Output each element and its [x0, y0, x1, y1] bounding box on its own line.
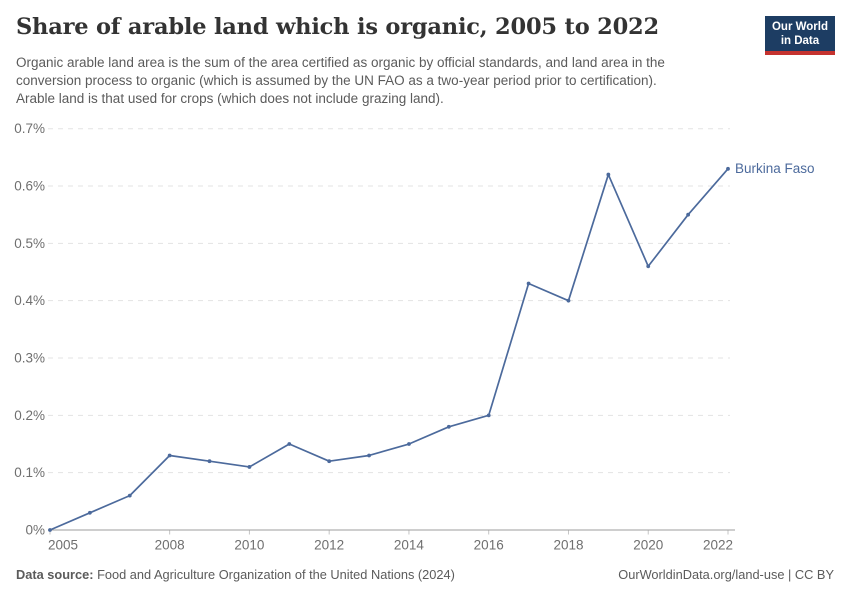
chart-subtitle: Organic arable land area is the sum of t…	[16, 54, 750, 108]
chart-footer: Data source: Food and Agriculture Organi…	[16, 567, 834, 582]
data-point-marker[interactable]	[207, 459, 212, 464]
chart-subtitle-line: Arable land is that used for crops (whic…	[16, 91, 444, 106]
x-tick-label: 2020	[633, 538, 663, 553]
data-source-text: Food and Agriculture Organization of the…	[93, 567, 455, 582]
data-point-marker[interactable]	[646, 264, 651, 269]
data-point-marker[interactable]	[367, 453, 371, 458]
data-point-marker[interactable]	[566, 298, 571, 303]
data-point-marker[interactable]	[606, 172, 611, 177]
x-tick-label: 2018	[553, 538, 583, 553]
x-tick-label: 2022	[703, 538, 733, 553]
chart-header: Share of arable land which is organic, 2…	[16, 12, 750, 108]
data-point-marker[interactable]	[48, 528, 52, 532]
y-tick-label: 0.6%	[14, 179, 45, 194]
data-point-marker[interactable]	[87, 510, 92, 515]
data-point-marker[interactable]	[526, 281, 531, 286]
data-point-marker[interactable]	[167, 453, 172, 458]
data-source: Data source: Food and Agriculture Organi…	[16, 567, 455, 582]
data-point-marker[interactable]	[446, 424, 451, 429]
data-point-marker[interactable]	[247, 465, 252, 469]
data-point-marker[interactable]	[486, 413, 491, 418]
x-tick-label: 2010	[234, 538, 264, 553]
x-tick-label: 2016	[474, 538, 504, 553]
x-tick-label: 2014	[394, 538, 425, 553]
x-tick-label: 2008	[155, 538, 185, 553]
data-point-marker[interactable]	[127, 493, 132, 498]
y-tick-label: 0.4%	[14, 293, 45, 308]
chart-subtitle-line: Organic arable land area is the sum of t…	[16, 55, 665, 70]
data-point-marker[interactable]	[287, 442, 292, 446]
footer-license[interactable]: OurWorldinData.org/land-use | CC BY	[618, 567, 834, 582]
owid-logo-line2: in Data	[780, 35, 820, 47]
y-tick-label: 0.5%	[14, 236, 45, 251]
chart-subtitle-line: conversion process to organic (which is …	[16, 73, 657, 88]
data-source-label: Data source:	[16, 567, 94, 582]
data-point-marker[interactable]	[726, 166, 730, 171]
owid-logo-line1: Our World	[771, 21, 828, 33]
data-point-marker[interactable]	[686, 212, 691, 217]
y-tick-label: 0.2%	[14, 408, 45, 423]
y-tick-label: 0.3%	[14, 351, 45, 366]
owid-logo[interactable]: Our World in Data	[764, 16, 835, 55]
y-tick-label: 0.7%	[14, 121, 45, 136]
x-tick-label: 2005	[48, 538, 78, 553]
x-tick-label: 2012	[314, 538, 344, 553]
chart-title: Share of arable land which is organic, 2…	[16, 14, 659, 40]
y-tick-label: 0%	[25, 523, 45, 538]
entity-label[interactable]: Burkina Faso	[735, 161, 815, 176]
data-point-marker[interactable]	[327, 459, 332, 464]
chart-line[interactable]	[49, 167, 729, 531]
y-tick-label: 0.1%	[14, 465, 45, 480]
data-point-marker[interactable]	[407, 442, 411, 446]
